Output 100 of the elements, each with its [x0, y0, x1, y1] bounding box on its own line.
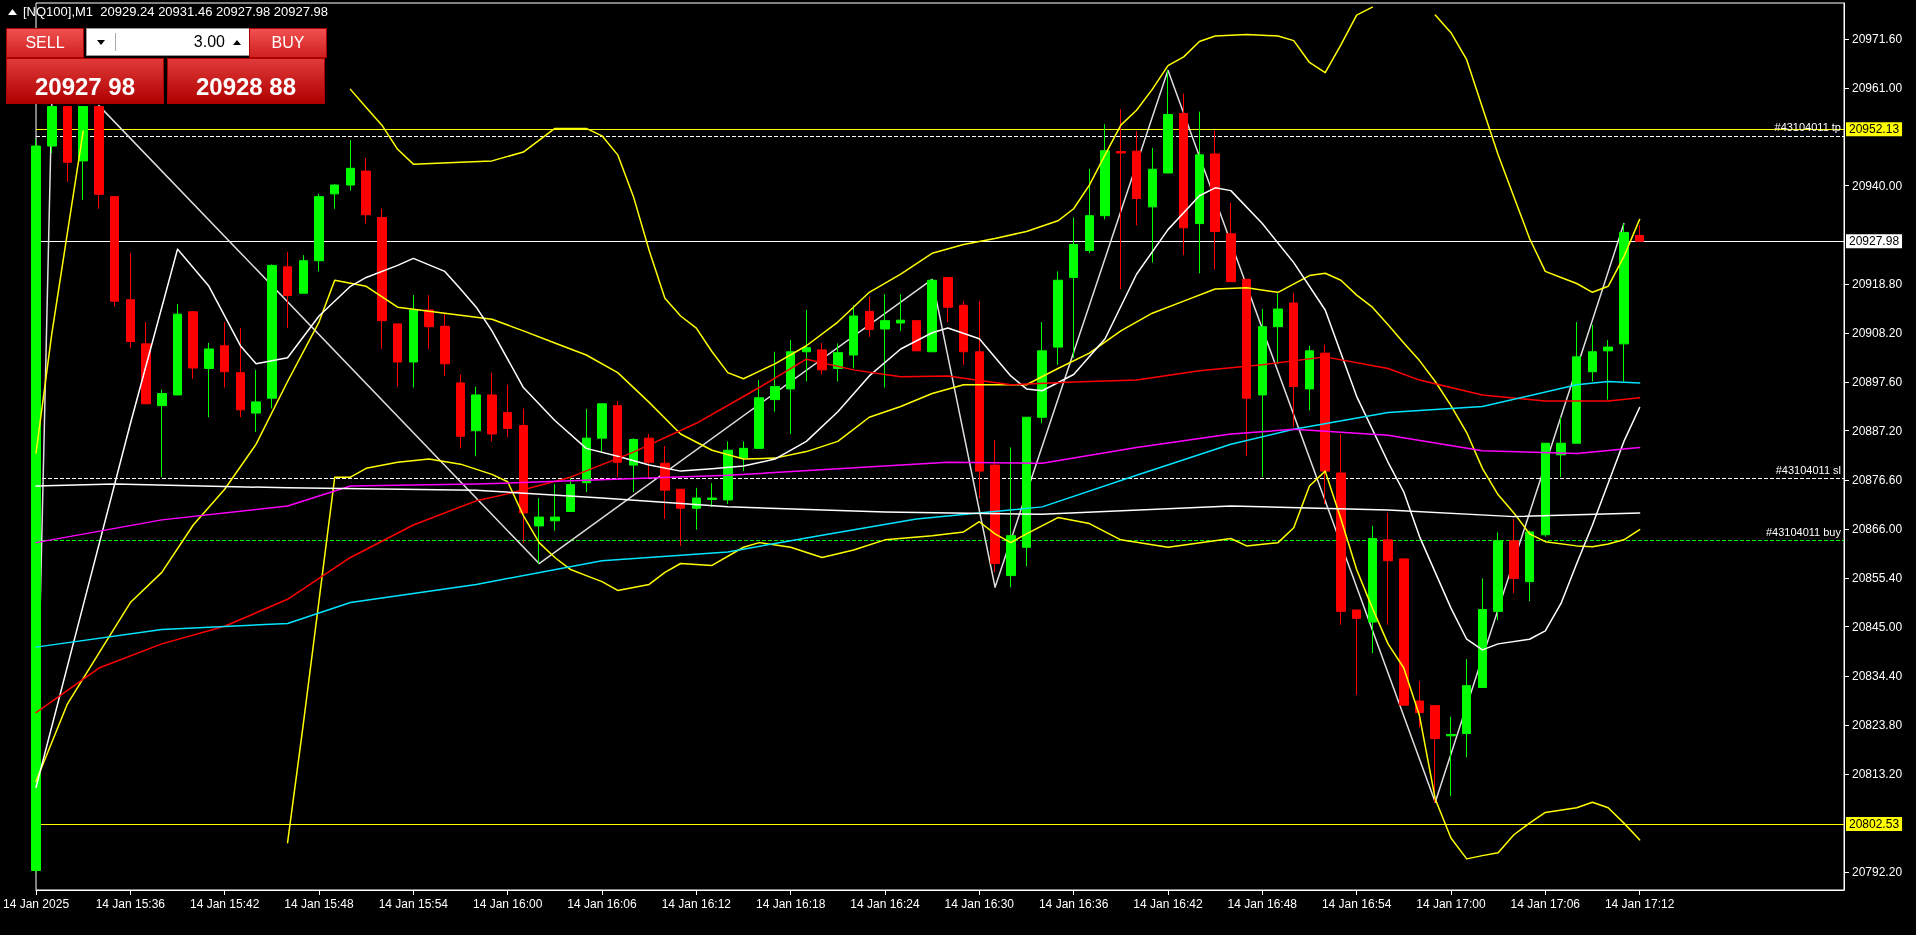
x-tick-label: 14 Jan 17:00 [1416, 897, 1486, 911]
candlestick [377, 208, 387, 350]
candlestick [393, 323, 402, 388]
candlestick [1210, 129, 1220, 271]
candlestick [644, 433, 654, 478]
candlestick [1085, 168, 1094, 254]
candlestick [1148, 147, 1157, 264]
x-tick-label: 14 Jan 15:42 [189, 897, 260, 911]
candlestick [943, 276, 953, 323]
candlestick [566, 476, 575, 513]
x-tick-label: 14 Jan 16:00 [472, 897, 543, 911]
candlestick [739, 440, 748, 472]
candlestick [990, 439, 1000, 573]
candlestick [503, 384, 512, 438]
ref-line-label: 20952.13 [1849, 122, 1900, 137]
x-tick-label: 14 Jan 16:18 [755, 897, 826, 911]
candlestick [534, 497, 544, 565]
buy-price-button: 20928 88 [167, 58, 325, 104]
candlestick [519, 407, 528, 544]
y-tick-label: 20940.00 [1852, 178, 1903, 193]
candlestick [770, 351, 780, 413]
y-tick-label: 20855.40 [1852, 571, 1903, 586]
x-tick-label: 14 Jan 16:30 [944, 897, 1015, 911]
candlestick [849, 304, 858, 369]
x-tick-label: 14 Jan 16:12 [661, 897, 732, 911]
candlestick [1336, 433, 1346, 626]
candlestick [220, 321, 229, 389]
annotation: 20927 98 [34, 73, 136, 100]
ref-line-label: 20927.98 [1849, 234, 1900, 249]
candlestick [1132, 130, 1141, 226]
candlestick [1258, 308, 1267, 478]
y-tick-label: 20897.60 [1852, 375, 1903, 390]
line-series [35, 272, 1641, 783]
x-tick-label: 14 Jan 15:36 [95, 897, 166, 911]
candlestick [236, 327, 245, 418]
ref-line-label: #43104011 sl [1775, 464, 1841, 477]
y-tick-label: 20961.00 [1852, 80, 1903, 95]
candlestick [456, 374, 465, 449]
x-tick-label: 14 Jan 16:06 [567, 897, 638, 911]
y-tick-label: 20813.20 [1852, 767, 1903, 782]
x-tick-label: 14 Jan 2025 [3, 897, 70, 911]
candlestick [1383, 512, 1393, 626]
line-series [35, 380, 1641, 648]
candlestick [63, 106, 72, 183]
candlestick [1226, 202, 1236, 283]
x-tick-label: 14 Jan 16:42 [1133, 897, 1203, 911]
candlestick [1053, 270, 1063, 366]
candlestick [1478, 577, 1487, 689]
candlestick [1399, 558, 1409, 706]
candlestick [802, 309, 811, 382]
chart-title: [NQ100],M1 20929.24 20931.46 20927.98 20927.98 [23, 4, 329, 19]
y-tick-label: 20792.20 [1852, 864, 1903, 879]
candlestick [1163, 69, 1173, 174]
candlestick [1446, 716, 1456, 797]
candlestick [707, 482, 717, 508]
candlestick [299, 254, 308, 294]
x-tick-label: 14 Jan 16:24 [850, 897, 921, 911]
y-tick-label: 20908.20 [1852, 326, 1903, 341]
candlestick [1179, 93, 1188, 256]
candlestick [865, 296, 874, 338]
candlestick [613, 400, 622, 478]
candlestick [314, 193, 324, 272]
candlestick [1037, 321, 1047, 424]
candlestick [1305, 345, 1314, 411]
candlestick [1195, 111, 1204, 274]
candlestick [597, 403, 607, 454]
candlestick [94, 106, 104, 210]
candlestick [361, 157, 371, 225]
candlestick [330, 183, 339, 210]
candlestick [424, 294, 434, 350]
y-tick-label: 20834.40 [1852, 668, 1903, 683]
candlestick [1572, 321, 1581, 444]
candlestick [141, 321, 151, 405]
candlestick [126, 252, 135, 349]
candlestick [157, 389, 167, 478]
y-tick-label: 20971.60 [1852, 31, 1903, 46]
quantity-field: 3.00 [86, 28, 252, 56]
candlestick [1116, 108, 1126, 290]
candlestick [1509, 518, 1519, 594]
annotation: 3.00 [115, 33, 233, 51]
candlestick [1273, 292, 1283, 365]
candlestick [204, 342, 214, 418]
candlestick [880, 293, 890, 389]
candlestick [440, 312, 450, 377]
candlestick [1006, 446, 1016, 588]
x-tick-label: 14 Jan 15:48 [284, 897, 355, 911]
candlestick [1635, 224, 1644, 242]
candlestick [1352, 609, 1361, 696]
candlestick [754, 379, 764, 449]
candlestick [487, 372, 497, 442]
x-tick-label: 14 Jan 15:54 [378, 897, 449, 911]
candlestick [1619, 223, 1629, 382]
ref-line-label: 20802.53 [1849, 816, 1900, 831]
candlestick [47, 106, 57, 154]
candlestick [896, 293, 905, 332]
annotation: 20928 88 [195, 73, 297, 100]
candlestick [188, 310, 198, 380]
candlestick [110, 196, 119, 307]
line-series [35, 428, 1641, 544]
y-tick-label: 20823.80 [1852, 718, 1903, 733]
